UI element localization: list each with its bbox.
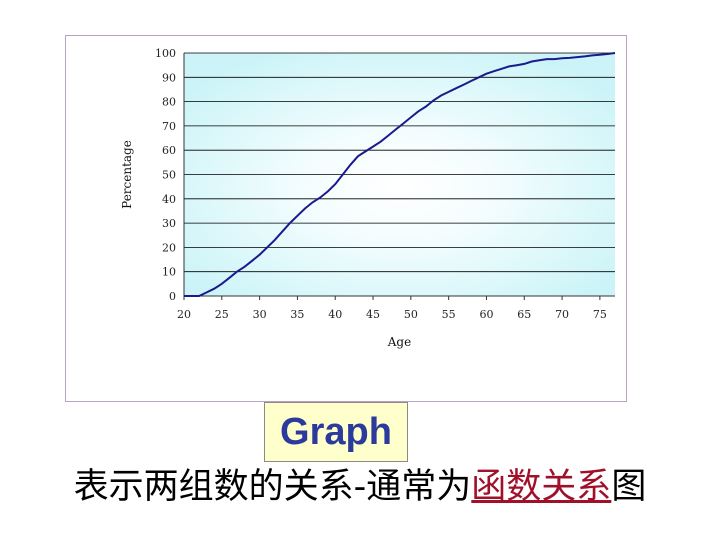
caption-suffix: 图 bbox=[611, 467, 647, 507]
x-tick-label: 20 bbox=[177, 308, 191, 321]
gridlines bbox=[184, 52, 615, 273]
axes bbox=[183, 53, 615, 300]
y-tick-label: 70 bbox=[162, 120, 176, 133]
y-tick-labels: 0 10 20 30 40 50 60 70 80 90 100 bbox=[155, 47, 176, 303]
y-tick-label: 60 bbox=[162, 144, 176, 157]
caption: 表示两组数的关系-通常为函数关系图 bbox=[0, 466, 720, 508]
y-tick-label: 90 bbox=[162, 71, 176, 84]
x-tick-label: 25 bbox=[215, 308, 229, 321]
caption-prefix: 表示两组数的关系-通常为 bbox=[73, 467, 472, 507]
y-tick-label: 100 bbox=[155, 47, 176, 60]
y-tick-label: 30 bbox=[162, 217, 176, 230]
x-tick-label: 50 bbox=[404, 308, 418, 321]
x-tick-label: 75 bbox=[593, 308, 607, 321]
y-tick-label: 40 bbox=[162, 193, 176, 206]
x-tick-label: 55 bbox=[442, 308, 456, 321]
y-tick-label: 10 bbox=[162, 266, 176, 279]
x-tick-label: 65 bbox=[517, 308, 531, 321]
x-tick-label: 60 bbox=[479, 308, 493, 321]
cumulative-percentage-chart: 0 10 20 30 40 50 60 70 80 90 100 20 25 30 35 40 45 50 55 6… bbox=[120, 47, 616, 349]
y-tick-label: 50 bbox=[162, 169, 176, 182]
x-tick-labels: 20 25 30 35 40 45 50 55 60 65 70 75 bbox=[177, 308, 607, 321]
x-tick-label: 40 bbox=[328, 308, 342, 321]
chart-frame: 0 10 20 30 40 50 60 70 80 90 100 20 25 30 35 40 45 50 55 6… bbox=[65, 35, 627, 402]
graph-label: Graph bbox=[264, 402, 408, 462]
y-tick-label: 20 bbox=[162, 241, 176, 254]
x-tick-label: 30 bbox=[253, 308, 267, 321]
caption-highlight: 函数关系 bbox=[471, 467, 612, 507]
y-tick-label: 80 bbox=[162, 96, 176, 109]
x-tick-label: 45 bbox=[366, 308, 380, 321]
y-tick-label: 0 bbox=[169, 290, 176, 303]
series-line bbox=[184, 52, 616, 297]
x-axis-title: Age bbox=[387, 335, 411, 349]
x-tick-label: 35 bbox=[290, 308, 304, 321]
y-axis-title: Percentage bbox=[120, 140, 134, 209]
x-tick-label: 70 bbox=[555, 308, 569, 321]
